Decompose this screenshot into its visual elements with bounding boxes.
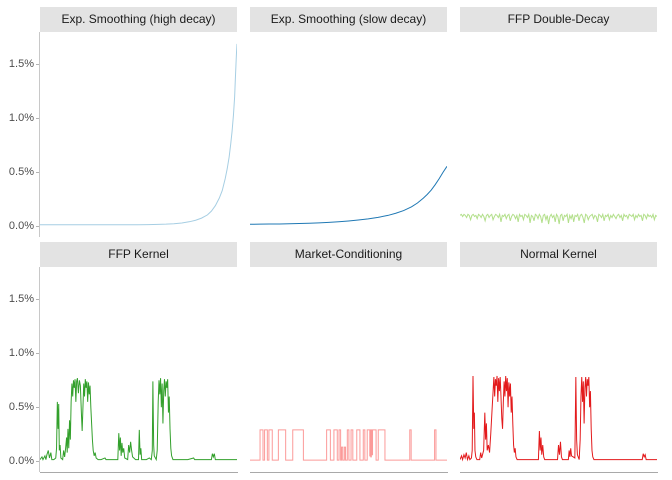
series-line	[460, 212, 657, 225]
facet-strip-ffp-double-decay: FFP Double-Decay	[460, 7, 657, 32]
facet-strip-exp-smoothing-high-decay: Exp. Smoothing (high decay)	[40, 7, 237, 32]
x-axis-line-col2	[250, 472, 448, 473]
series-line	[250, 166, 447, 225]
series-line	[460, 375, 657, 462]
panel-exp-smoothing-slow-decay	[250, 32, 447, 237]
y-tick-label: 0.0%	[8, 219, 34, 232]
x-axis-line-col1	[40, 472, 238, 473]
y-tick-mark	[36, 118, 40, 120]
series-line	[250, 429, 447, 461]
y-axis-line-bottom	[39, 267, 40, 472]
panel-ffp-double-decay	[460, 32, 657, 237]
y-tick-mark	[36, 226, 40, 228]
y-tick-mark	[36, 353, 40, 355]
series-line	[40, 378, 237, 462]
panel-ffp-kernel	[40, 267, 237, 472]
y-tick-mark	[36, 299, 40, 301]
panel-normal-kernel	[460, 267, 657, 472]
x-axis-line-col3	[460, 472, 658, 473]
facet-strip-exp-smoothing-slow-decay: Exp. Smoothing (slow decay)	[250, 7, 447, 32]
y-tick-mark	[36, 407, 40, 409]
y-tick-mark	[36, 461, 40, 463]
y-tick-label: 1.5%	[8, 292, 34, 305]
y-tick-label: 1.0%	[8, 346, 34, 359]
y-tick-label: 1.0%	[8, 111, 34, 124]
y-tick-label: 0.0%	[8, 454, 34, 467]
facet-strip-ffp-kernel: FFP Kernel	[40, 242, 237, 267]
panel-market-conditioning	[250, 267, 447, 472]
series-line	[40, 43, 237, 226]
y-tick-mark	[36, 64, 40, 66]
panel-exp-smoothing-high-decay	[40, 32, 237, 237]
y-tick-label: 0.5%	[8, 400, 34, 413]
y-tick-mark	[36, 172, 40, 174]
facet-strip-market-conditioning: Market-Conditioning	[250, 242, 447, 267]
y-axis-line-top	[39, 32, 40, 237]
y-tick-label: 1.5%	[8, 57, 34, 70]
y-tick-label: 0.5%	[8, 165, 34, 178]
facet-strip-normal-kernel: Normal Kernel	[460, 242, 657, 267]
